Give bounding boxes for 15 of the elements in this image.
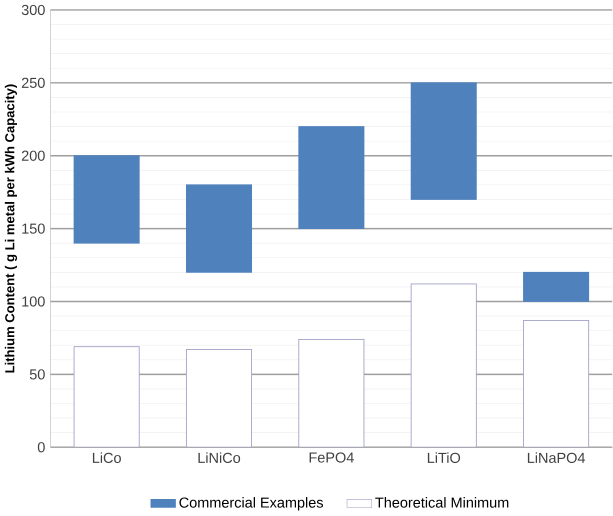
x-tick-label: LiCo (92, 452, 121, 464)
x-tick-label: LiNaPO4 (528, 452, 586, 464)
x-tick-label: LiNiCo (198, 452, 240, 464)
y-tick-label: 300 (22, 5, 45, 16)
x-tick-label: FePO4 (310, 452, 354, 463)
legend-label: Theoretical Minimum (375, 497, 508, 508)
x-tick-label: LiTiO (428, 452, 460, 464)
y-tick-label: 200 (22, 150, 45, 162)
y-tick-label: 100 (22, 296, 45, 307)
legend-label: Commercial Examples (179, 497, 324, 511)
y-tick-label: 150 (22, 224, 45, 234)
y-tick-label: 50 (30, 369, 45, 380)
y-axis-title: Lithium Content ( g Li metal per kWh Capacity) (4, 84, 18, 373)
y-tick-label: 250 (22, 78, 45, 88)
y-tick-label: 0 (38, 442, 45, 453)
